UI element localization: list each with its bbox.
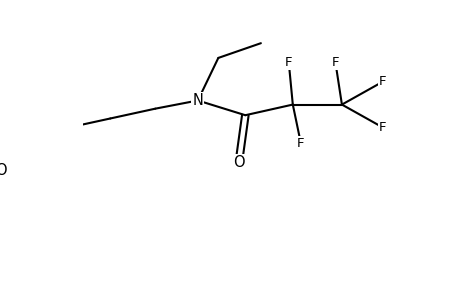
Text: F: F [378,121,386,134]
Text: F: F [378,75,386,88]
Text: F: F [331,56,338,68]
Text: O: O [232,155,244,170]
Text: F: F [284,56,292,68]
Text: O: O [0,164,6,178]
Text: N: N [192,93,203,108]
Text: F: F [297,137,304,150]
